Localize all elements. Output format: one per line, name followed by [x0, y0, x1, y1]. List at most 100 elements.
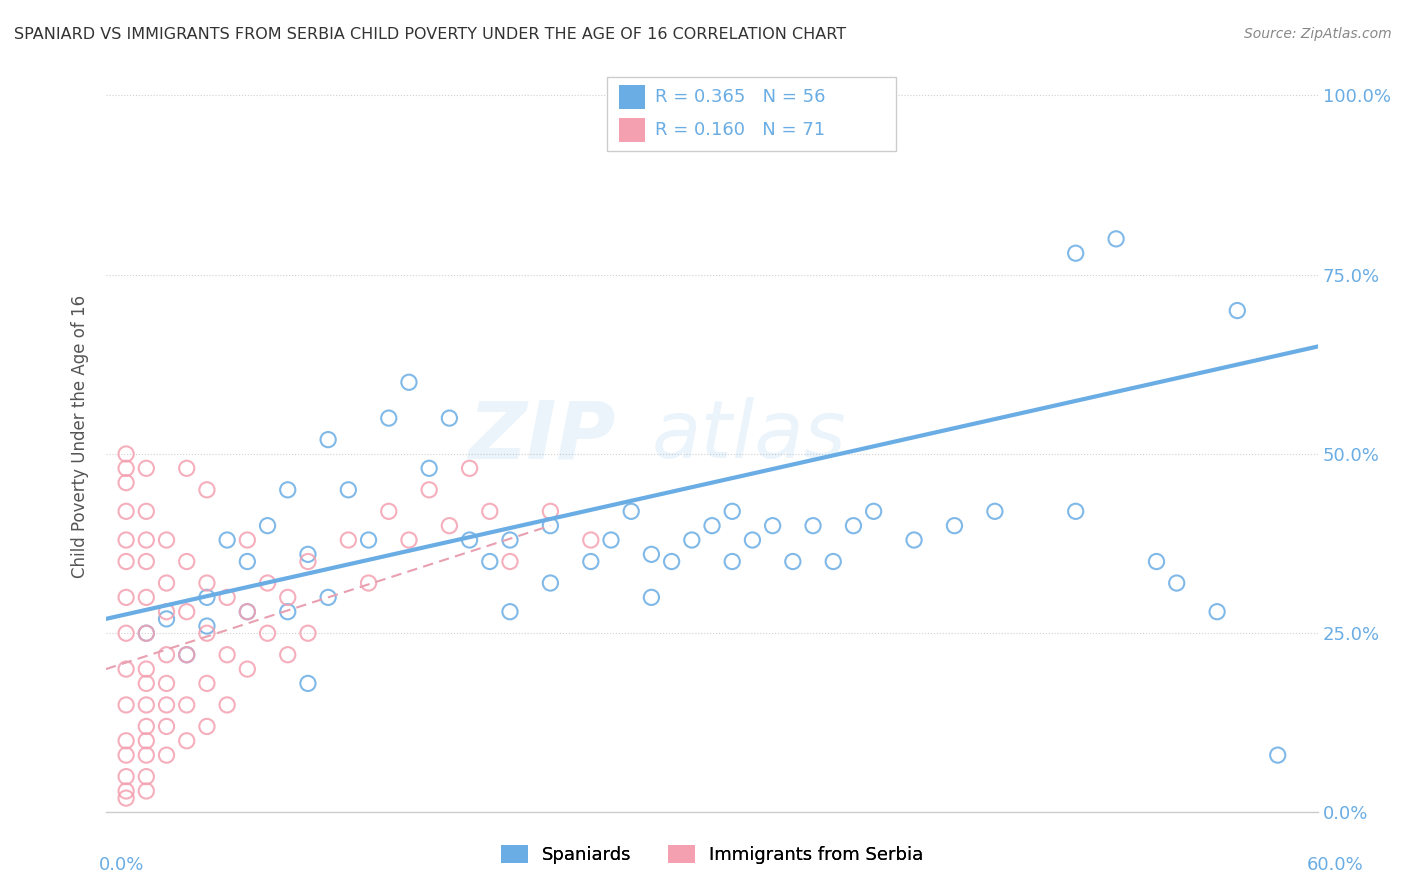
Point — [115, 555, 138, 569]
Point — [277, 591, 299, 605]
Point — [538, 504, 561, 518]
Point — [176, 648, 198, 662]
Point — [115, 626, 138, 640]
Point — [579, 555, 602, 569]
Point — [115, 475, 138, 490]
Point — [316, 433, 339, 447]
Point — [135, 698, 157, 712]
Point — [297, 626, 319, 640]
Point — [176, 461, 198, 475]
Point — [155, 719, 177, 733]
Point — [155, 748, 177, 763]
Point — [478, 555, 501, 569]
Point — [217, 648, 239, 662]
Point — [135, 748, 157, 763]
Point — [115, 748, 138, 763]
Point — [195, 626, 218, 640]
Point — [256, 626, 278, 640]
Text: R = 0.160   N = 71: R = 0.160 N = 71 — [655, 120, 825, 138]
Point — [862, 504, 884, 518]
Point — [115, 447, 138, 461]
Point — [195, 591, 218, 605]
Point — [135, 770, 157, 784]
Point — [236, 555, 259, 569]
Point — [357, 576, 380, 591]
Point — [256, 576, 278, 591]
Point — [1226, 303, 1249, 318]
Point — [297, 547, 319, 561]
Point — [297, 555, 319, 569]
Point — [236, 605, 259, 619]
Point — [1166, 576, 1188, 591]
Point — [135, 504, 157, 518]
Point — [195, 483, 218, 497]
Point — [499, 533, 522, 547]
Point — [741, 88, 763, 103]
Point — [823, 555, 845, 569]
Point — [681, 533, 703, 547]
Point — [135, 784, 157, 798]
Point — [155, 533, 177, 547]
Text: 60.0%: 60.0% — [1308, 856, 1364, 874]
Point — [195, 576, 218, 591]
Point — [579, 533, 602, 547]
Point — [135, 461, 157, 475]
Point — [176, 605, 198, 619]
Point — [155, 612, 177, 626]
Text: SPANIARD VS IMMIGRANTS FROM SERBIA CHILD POVERTY UNDER THE AGE OF 16 CORRELATION: SPANIARD VS IMMIGRANTS FROM SERBIA CHILD… — [14, 27, 846, 42]
Point — [439, 518, 461, 533]
Point — [357, 533, 380, 547]
Point — [115, 791, 138, 805]
Point — [135, 733, 157, 747]
Point — [640, 547, 662, 561]
Point — [297, 676, 319, 690]
Point — [135, 591, 157, 605]
Point — [115, 784, 138, 798]
Bar — [619, 86, 645, 110]
Point — [195, 619, 218, 633]
Point — [155, 605, 177, 619]
Point — [721, 555, 744, 569]
Point — [762, 518, 785, 533]
Point — [236, 662, 259, 676]
Bar — [619, 118, 645, 142]
Point — [640, 591, 662, 605]
Point — [1146, 555, 1168, 569]
Point — [115, 504, 138, 518]
Point — [316, 591, 339, 605]
Point — [217, 698, 239, 712]
Point — [115, 461, 138, 475]
Point — [378, 504, 401, 518]
Point — [600, 533, 623, 547]
Point — [155, 676, 177, 690]
Point — [903, 533, 925, 547]
Point — [277, 483, 299, 497]
Point — [277, 605, 299, 619]
Text: ZIP: ZIP — [468, 397, 614, 475]
Point — [499, 555, 522, 569]
Text: atlas: atlas — [651, 397, 846, 475]
Text: R = 0.365   N = 56: R = 0.365 N = 56 — [655, 88, 825, 106]
Point — [135, 555, 157, 569]
Point — [155, 698, 177, 712]
Point — [135, 676, 157, 690]
Point — [1105, 232, 1128, 246]
Point — [538, 576, 561, 591]
Point — [236, 533, 259, 547]
Point — [115, 733, 138, 747]
Point — [1267, 748, 1289, 763]
Point — [176, 555, 198, 569]
Point — [418, 483, 440, 497]
Text: 0.0%: 0.0% — [98, 856, 143, 874]
Y-axis label: Child Poverty Under the Age of 16: Child Poverty Under the Age of 16 — [72, 294, 89, 578]
Point — [499, 605, 522, 619]
Point — [155, 576, 177, 591]
Point — [135, 626, 157, 640]
Point — [418, 461, 440, 475]
Point — [135, 533, 157, 547]
Point — [217, 533, 239, 547]
Point — [439, 411, 461, 425]
Point — [700, 518, 723, 533]
Point — [1064, 246, 1087, 260]
Point — [398, 376, 420, 390]
